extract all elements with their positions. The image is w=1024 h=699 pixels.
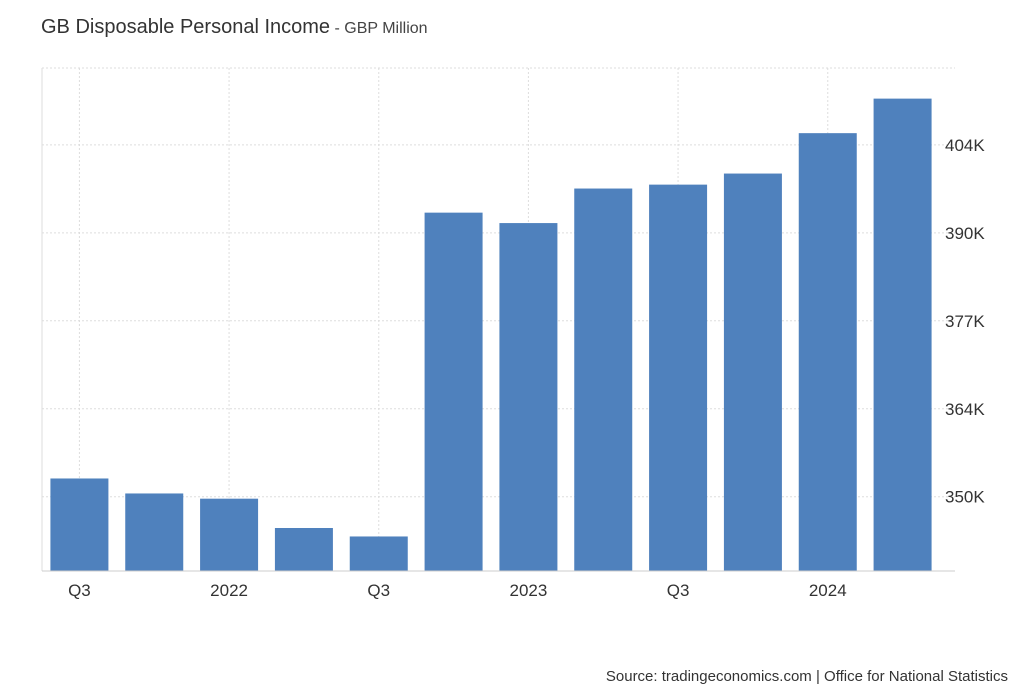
bar: Q3 2023: 397900 [649, 184, 708, 571]
bar: Q4 2022: 393600 [424, 212, 483, 571]
x-tick-label: Q3 [667, 581, 690, 600]
bar: Q1 2022: 349700 [200, 498, 259, 571]
bar: Q2 2022: 345200 [274, 527, 333, 571]
title-text: GB Disposable Personal Income [41, 16, 331, 38]
bar: Q1 2024: 405800 [798, 133, 857, 571]
bar: Q3 2022: 343900 [349, 536, 408, 571]
y-tick-label: 377K [945, 312, 985, 331]
bar: Q4 2023: 399600 [723, 173, 782, 571]
chart-title: GB Disposable Personal Income - GBP Mill… [41, 16, 428, 39]
source-note: Source: tradingeconomics.com | Office fo… [605, 668, 1008, 685]
bar: Q3 2021: 352800 [50, 478, 109, 571]
y-tick-label: 364K [945, 400, 985, 419]
bar: Q4 2021: 350500 [125, 493, 184, 571]
y-tick-label: 350K [945, 488, 985, 507]
y-tick-label: 404K [945, 136, 985, 155]
x-tick-label: 2023 [510, 581, 548, 600]
x-tick-label: 2024 [809, 581, 847, 600]
chart-subtitle: GBP Million [344, 20, 428, 37]
bar: Q2 2024: 411100 [873, 98, 932, 572]
bar: Q2 2023: 397300 [574, 188, 633, 571]
x-tick-label: Q3 [367, 581, 390, 600]
bar: Q1 2023: 392000 [499, 223, 558, 571]
title-separator: - [330, 20, 345, 37]
x-tick-label: Q3 [68, 581, 91, 600]
x-tick-label: 2022 [210, 581, 248, 600]
y-tick-label: 390K [945, 224, 985, 243]
